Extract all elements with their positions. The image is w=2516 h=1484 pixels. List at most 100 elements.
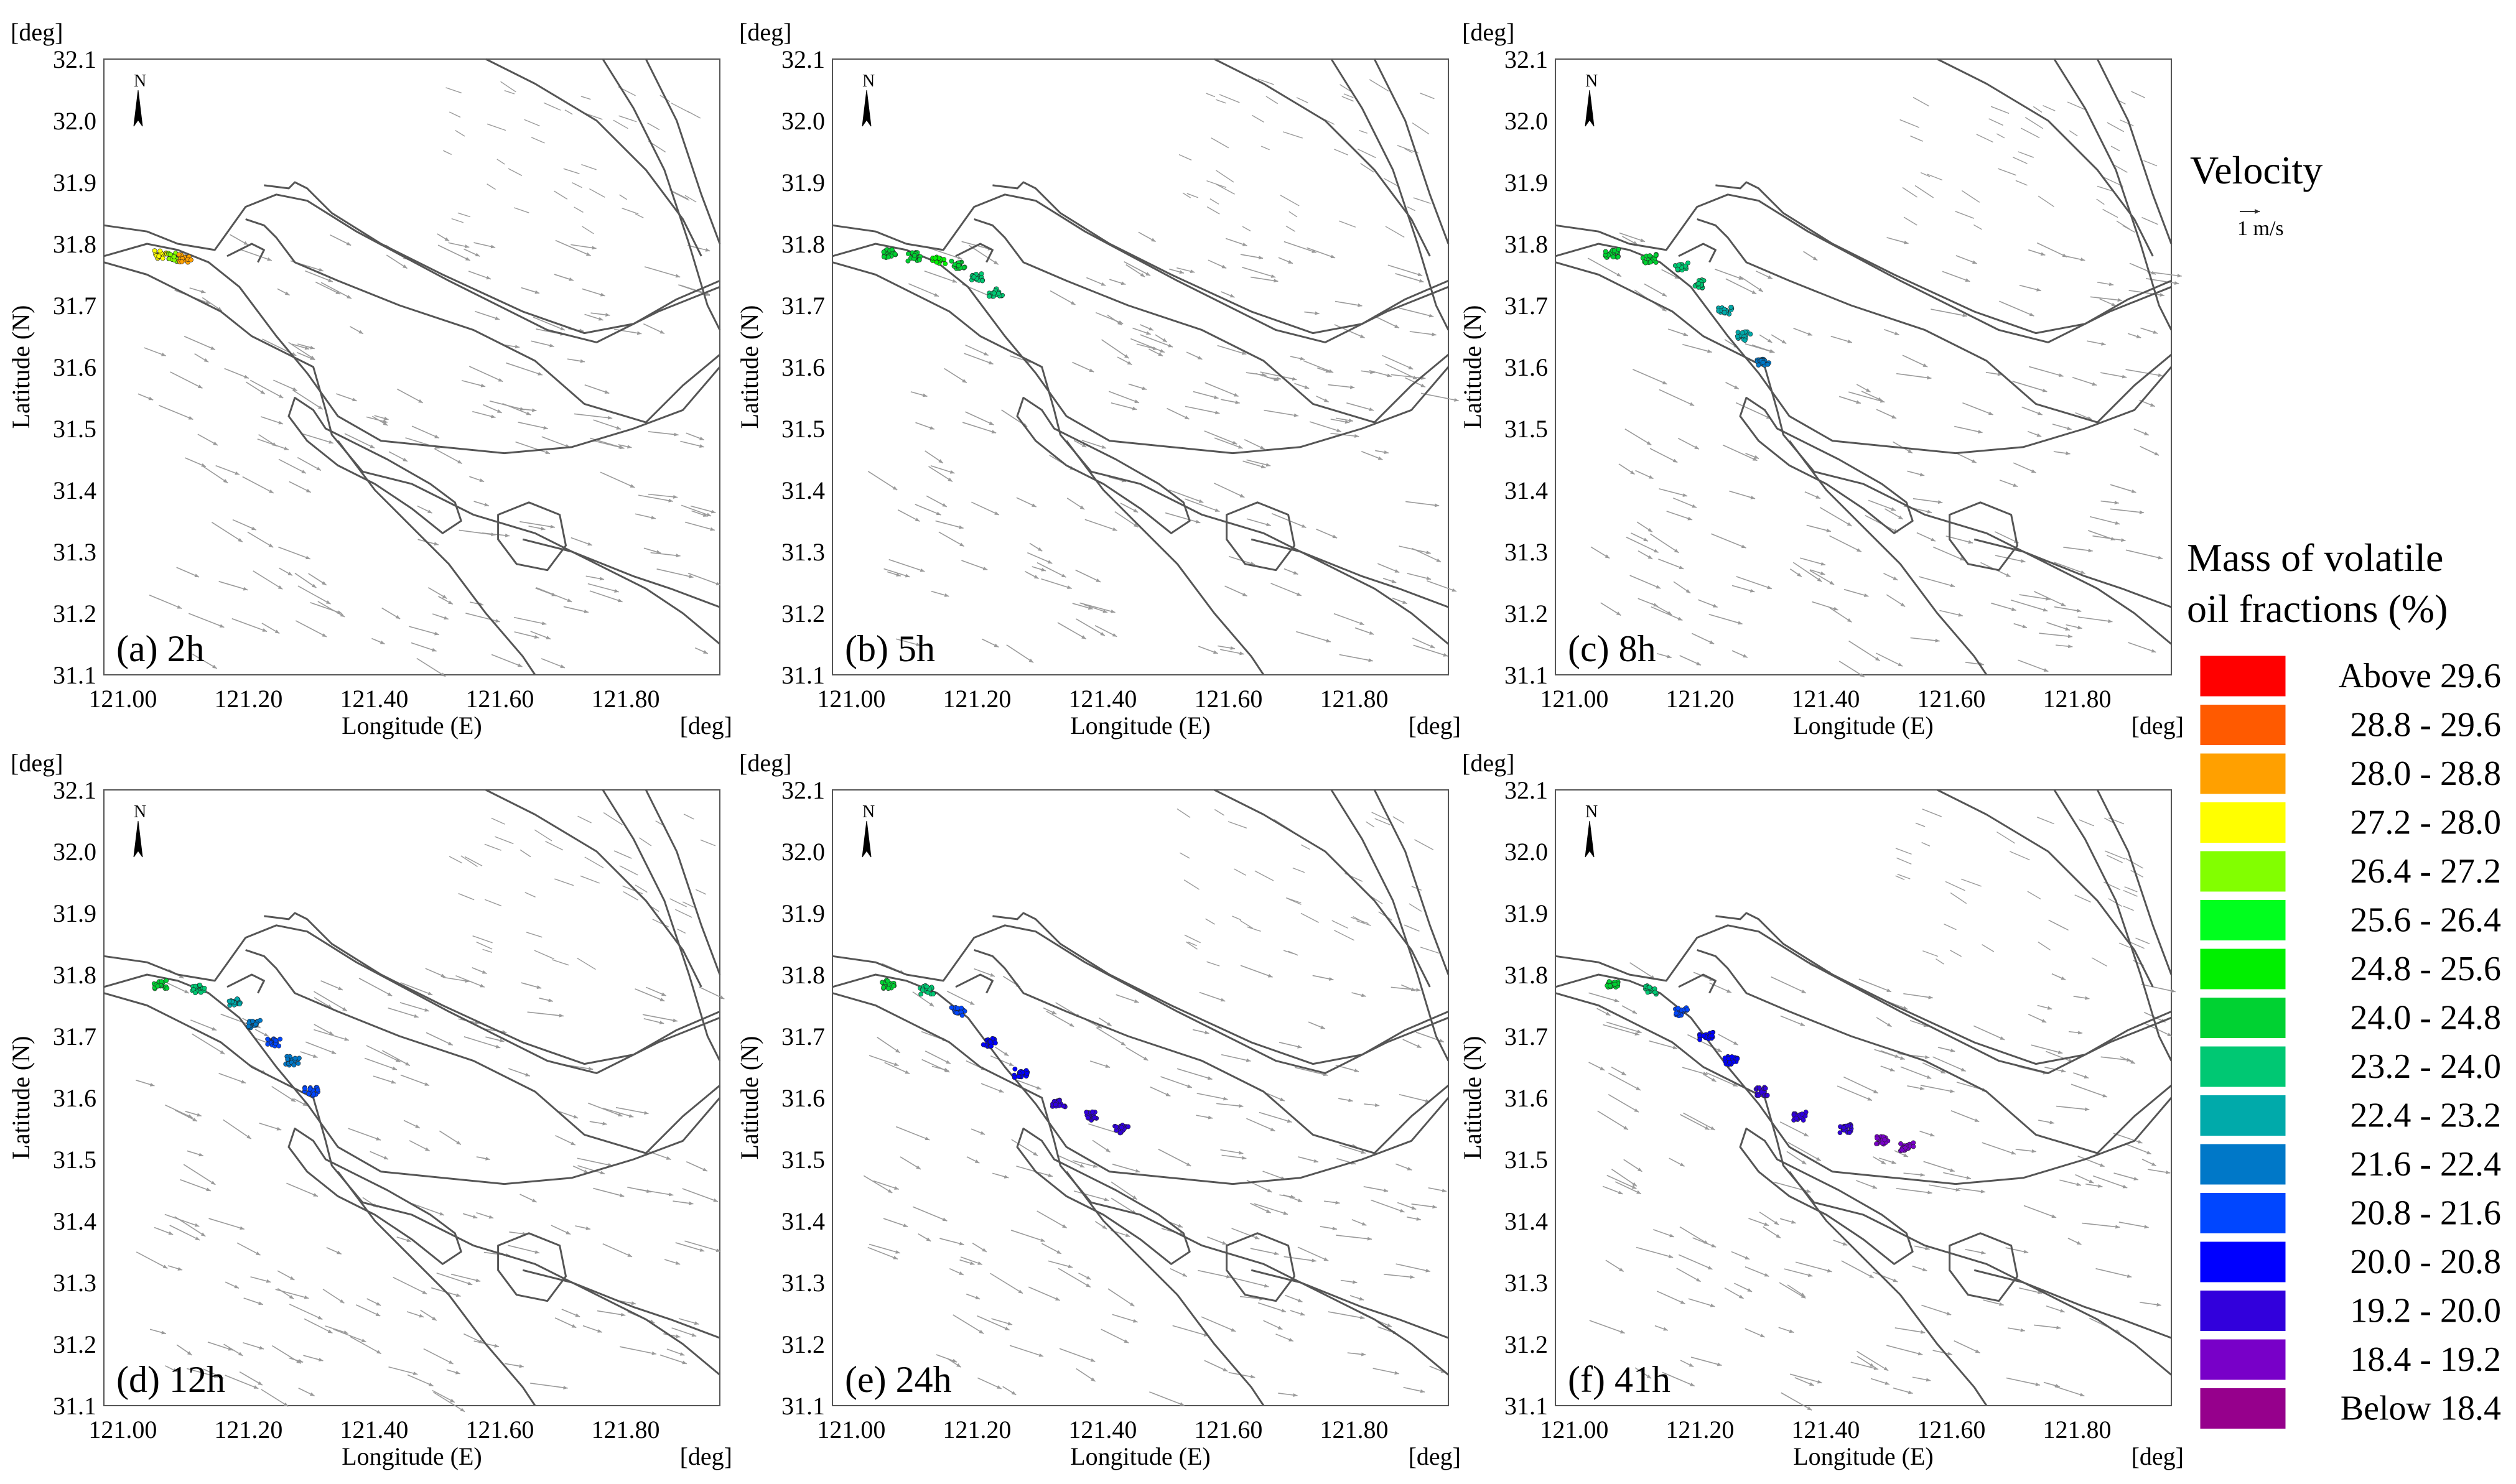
velocity-arrow-icon bbox=[682, 1188, 719, 1202]
velocity-arrow-icon bbox=[539, 997, 554, 1003]
slick-particle bbox=[1748, 332, 1753, 336]
velocity-arrow-icon bbox=[1198, 646, 1218, 654]
coastline-segment bbox=[103, 992, 720, 1376]
velocity-arrow-icon bbox=[1921, 842, 1931, 846]
velocity-arrow-icon bbox=[1605, 1259, 1624, 1273]
north-arrow-icon: N bbox=[1585, 802, 1598, 858]
velocity-arrow-icon bbox=[597, 1310, 626, 1317]
velocity-arrow-icon bbox=[149, 594, 182, 610]
legend-label: 27.2 - 28.0 bbox=[2350, 804, 2501, 842]
slick-particle bbox=[1756, 1085, 1762, 1090]
velocity-arrow-icon bbox=[618, 444, 632, 449]
velocity-arrow-icon bbox=[1027, 552, 1053, 564]
coastline bbox=[1555, 789, 2173, 1406]
velocity-arrow-icon bbox=[521, 982, 542, 989]
velocity-arrow-icon bbox=[176, 1344, 192, 1356]
velocity-arrow-icon bbox=[1320, 1226, 1338, 1231]
slick-particle bbox=[1841, 1125, 1847, 1131]
velocity-arrow-icon bbox=[1354, 627, 1374, 635]
velocity-arrow-icon bbox=[1722, 444, 1758, 461]
slick-particle bbox=[949, 1005, 954, 1010]
velocity-arrow-icon bbox=[1850, 1361, 1879, 1370]
x-unit-label: [deg] bbox=[1409, 712, 1461, 740]
velocity-arrow-icon bbox=[411, 642, 437, 652]
velocity-arrow-icon bbox=[1919, 1130, 1935, 1137]
velocity-arrow-icon bbox=[1216, 1103, 1244, 1108]
velocity-arrow-icon bbox=[644, 266, 681, 278]
north-arrow-icon: N bbox=[862, 72, 875, 127]
slick-particle bbox=[176, 252, 182, 257]
velocity-arrow-icon bbox=[613, 119, 628, 129]
slick-particle bbox=[1728, 305, 1733, 310]
velocity-arrow-icon bbox=[291, 343, 310, 350]
velocity-arrow-icon bbox=[1334, 324, 1365, 339]
velocity-arrow-icon bbox=[910, 391, 928, 397]
velocity-arrow-icon bbox=[1387, 264, 1423, 277]
velocity-arrow-icon bbox=[2129, 941, 2145, 949]
velocity-arrow-icon bbox=[1988, 118, 2003, 126]
velocity-arrow-icon bbox=[961, 560, 988, 570]
velocity-arrow-icon bbox=[669, 898, 687, 907]
slick-particle bbox=[987, 294, 992, 299]
velocity-arrow-icon bbox=[505, 362, 543, 376]
velocity-arrow-icon bbox=[1678, 1254, 1713, 1270]
velocity-arrow-icon bbox=[1128, 383, 1147, 391]
velocity-arrow-icon bbox=[1334, 149, 1348, 155]
velocity-arrow-icon bbox=[1731, 650, 1748, 658]
velocity-arrow-icon bbox=[1279, 1194, 1295, 1199]
velocity-arrow-icon bbox=[1983, 1299, 2004, 1306]
coastline-segment bbox=[832, 193, 1449, 343]
velocity-arrow-icon bbox=[218, 581, 248, 591]
velocity-arrow-icon bbox=[2053, 451, 2071, 455]
x-axis-label: Longitude (E) bbox=[342, 712, 482, 740]
velocity-arrow-icon bbox=[472, 935, 493, 944]
velocity-arrow-icon bbox=[436, 1272, 473, 1286]
slick-particle bbox=[881, 254, 887, 259]
slick-particle bbox=[1645, 990, 1651, 995]
coastline-segment bbox=[1937, 58, 2154, 257]
y-tick-label: 31.7 bbox=[781, 292, 825, 320]
coastline-segment bbox=[1555, 973, 2173, 1185]
slick-particle bbox=[992, 290, 997, 296]
velocity-arrow-icon bbox=[289, 1304, 323, 1320]
velocity-arrow-icon bbox=[1232, 916, 1241, 921]
velocity-arrow-icon bbox=[1187, 941, 1197, 947]
y-tick-label: 31.3 bbox=[1504, 1269, 1548, 1297]
velocity-arrow-icon bbox=[2127, 333, 2141, 338]
velocity-arrow-icon bbox=[2122, 225, 2135, 233]
slick-particle bbox=[1647, 985, 1652, 990]
velocity-arrow-icon bbox=[1932, 1056, 1966, 1072]
velocity-arrow-icon bbox=[1247, 926, 1261, 932]
slick-particle bbox=[1875, 1136, 1880, 1141]
velocity-arrow-icon bbox=[1251, 276, 1279, 283]
coastline bbox=[103, 789, 721, 1406]
velocity-arrow-icon bbox=[458, 893, 475, 901]
velocity-arrow-icon bbox=[230, 234, 249, 246]
velocity-arrow-icon bbox=[869, 1243, 901, 1254]
velocity-arrow-icon bbox=[2140, 445, 2160, 456]
velocity-arrow-icon bbox=[1950, 1110, 1980, 1123]
legend-item: 27.2 - 28.0 bbox=[2198, 800, 2501, 845]
velocity-arrow-icon bbox=[433, 1391, 465, 1412]
velocity-arrow-icon bbox=[1954, 1340, 1980, 1353]
slick-particle bbox=[1756, 1093, 1761, 1098]
velocity-arrow-icon bbox=[437, 244, 470, 261]
velocity-arrow-icon bbox=[683, 814, 694, 820]
velocity-arrow-icon bbox=[428, 587, 447, 599]
coastline-segment bbox=[974, 948, 1449, 1154]
coastline-segment bbox=[1715, 912, 2172, 1065]
velocity-arrow-icon bbox=[2104, 817, 2114, 823]
velocity-arrow-icon bbox=[2141, 1159, 2156, 1167]
velocity-arrow-icon bbox=[1219, 94, 1240, 103]
velocity-arrow-icon bbox=[1931, 308, 1967, 317]
velocity-arrow-icon bbox=[2053, 562, 2085, 574]
velocity-arrow-icon bbox=[154, 1227, 174, 1235]
velocity-arrow-icon bbox=[247, 531, 274, 548]
velocity-arrow-icon bbox=[1618, 463, 1635, 475]
velocity-arrow-icon bbox=[2077, 616, 2113, 623]
velocity-arrow-icon bbox=[888, 559, 925, 572]
slick-particle bbox=[276, 1043, 282, 1049]
velocity-arrow-icon bbox=[388, 1007, 419, 1018]
velocity-arrow-icon bbox=[2018, 659, 2049, 672]
velocity-arrow-icon bbox=[1932, 1350, 1952, 1356]
